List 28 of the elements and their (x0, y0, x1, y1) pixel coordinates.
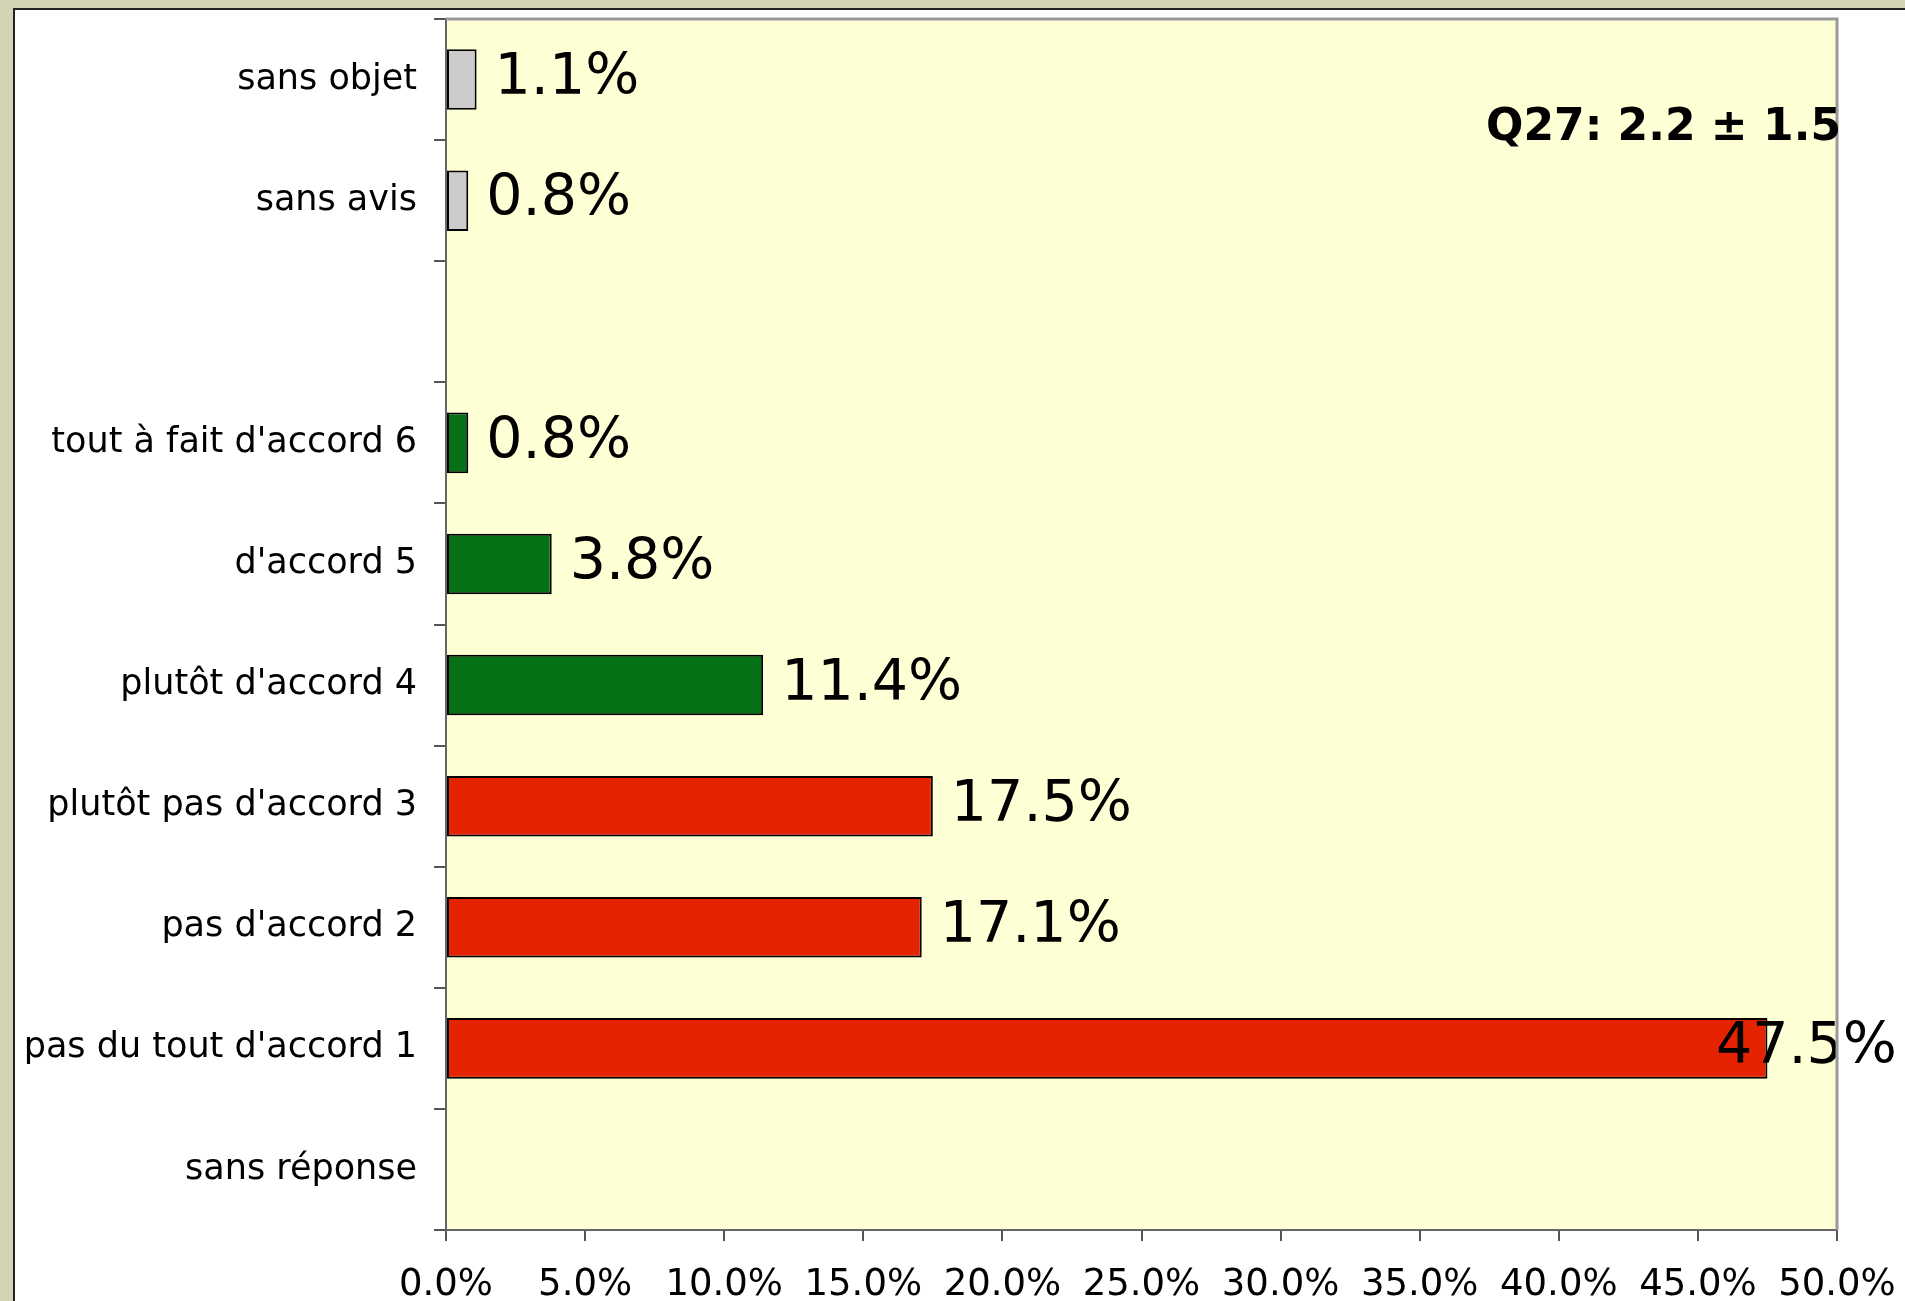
y-tick-label: plutôt d'accord 4 (120, 662, 417, 703)
y-tick-label: plutôt pas d'accord 3 (47, 783, 417, 824)
y-tick-label: pas d'accord 2 (161, 904, 417, 945)
annotation: Q27: 2.2 ± 1.5 (1486, 99, 1841, 150)
x-tick-label: 30.0% (1221, 1260, 1340, 1301)
x-tick-label: 40.0% (1500, 1260, 1618, 1301)
data-label: 3.8% (569, 525, 715, 592)
x-tick-label: 5.0% (538, 1260, 633, 1301)
y-tick-label: tout à fait d'accord 6 (51, 419, 417, 460)
x-tick-label: 10.0% (665, 1260, 783, 1301)
y-tick-label: d'accord 5 (234, 541, 417, 582)
x-tick-label: 25.0% (1082, 1260, 1201, 1301)
x-tick-label: 45.0% (1639, 1260, 1757, 1301)
y-tick-label: sans avis (255, 177, 417, 218)
y-tick-label: pas du tout d'accord 1 (23, 1025, 417, 1066)
data-label: 0.8% (486, 404, 632, 471)
data-label: 0.8% (486, 162, 632, 229)
data-label: 1.1% (494, 41, 640, 108)
x-tick-label: 0.0% (399, 1260, 493, 1301)
data-label: 17.1% (939, 889, 1121, 956)
data-label: 17.5% (950, 767, 1132, 834)
x-tick-label: 50.0% (1778, 1260, 1896, 1301)
x-tick-label: 15.0% (804, 1260, 923, 1301)
x-tick-label: 35.0% (1360, 1260, 1479, 1301)
y-tick-label: sans réponse (185, 1146, 417, 1187)
y-tick-label: sans objet (237, 56, 417, 97)
data-label: 11.4% (781, 646, 963, 713)
x-tick-label: 20.0% (943, 1260, 1062, 1301)
